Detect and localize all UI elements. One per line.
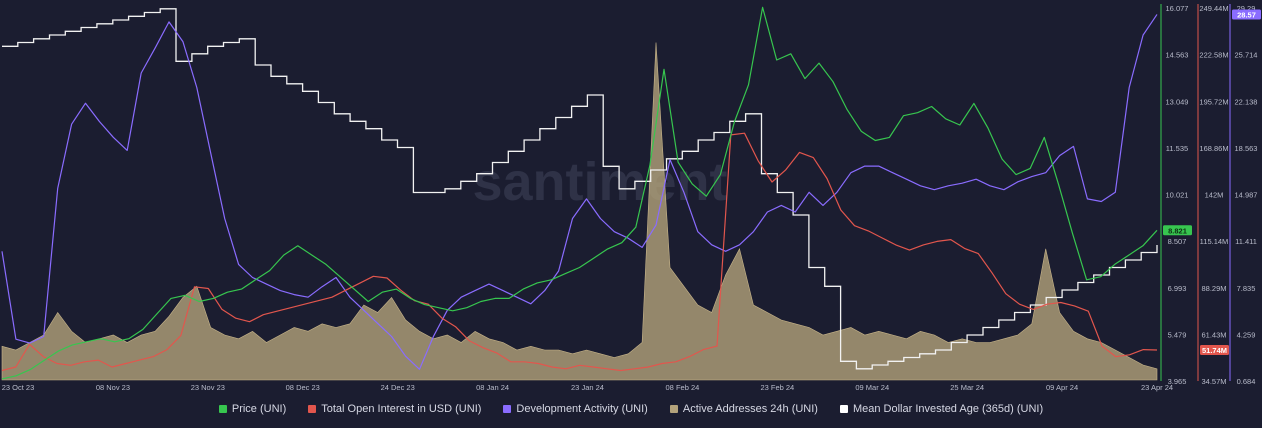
dev-activity-axis-tick-label: 29.29: [1237, 4, 1256, 13]
price-axis-tick-label: 14.563: [1166, 51, 1189, 60]
price-axis-tick-label: 10.021: [1166, 191, 1189, 200]
x-tick-label: 23 Apr 24: [1141, 383, 1173, 392]
open-interest-axis-tick-label: 195.72M: [1199, 97, 1228, 106]
price-axis-tick-label: 6.993: [1168, 284, 1187, 293]
legend-swatch: [503, 405, 512, 413]
series-line-open-interest: [1, 132, 1158, 372]
price-axis-tick-label: 11.535: [1166, 144, 1188, 153]
series-area-active-addresses: [1, 42, 1158, 381]
price-axis-tick-label: 3.965: [1168, 377, 1187, 386]
dev-activity-axis-tick-label: 18.563: [1235, 144, 1258, 153]
legend-swatch: [308, 405, 317, 413]
x-tick-label: 09 Apr 24: [1046, 383, 1078, 392]
open-interest-axis-tick-label: 61.43M: [1201, 330, 1226, 339]
dev-activity-axis-tick-label: 0.684: [1237, 377, 1256, 386]
legend-label: Active Addresses 24h (UNI): [682, 403, 818, 415]
x-tick-label: 08 Dec 23: [286, 383, 320, 392]
dev-activity-axis-value-badge: [1232, 9, 1261, 20]
open-interest-axis-tick-label: 142M: [1205, 191, 1224, 200]
open-interest-axis-tick-label: 88.29M: [1201, 284, 1226, 293]
chart-legend: Price (UNI) Total Open Interest in USD (U…: [0, 403, 1262, 415]
dev-activity-axis-value-label: 28.57: [1237, 10, 1256, 19]
open-interest-axis-value-badge: [1200, 345, 1229, 356]
series-line-mean-dollar-invested-age: [2, 8, 1158, 370]
dev-activity-axis-tick-label: 25.714: [1235, 51, 1258, 60]
legend-item[interactable]: Mean Dollar Invested Age (365d) (UNI): [839, 403, 1044, 415]
legend-label: Price (UNI): [231, 403, 287, 415]
legend-item[interactable]: Active Addresses 24h (UNI): [669, 403, 818, 415]
dev-activity-axis-tick-label: 7.835: [1237, 284, 1256, 293]
legend-item[interactable]: Price (UNI): [218, 403, 287, 415]
legend-item[interactable]: Development Activity (UNI): [503, 403, 648, 415]
price-axis-tick-label: 8.507: [1168, 237, 1187, 246]
legend-item[interactable]: Total Open Interest in USD (UNI): [308, 403, 481, 415]
dev-activity-axis-tick-label: 14.987: [1235, 191, 1258, 200]
legend-label: Development Activity (UNI): [516, 403, 648, 415]
open-interest-axis-tick-label: 115.14M: [1200, 237, 1229, 246]
price-axis-value-badge: [1163, 225, 1192, 236]
legend-swatch: [669, 405, 678, 413]
legend-swatch: [218, 405, 227, 413]
dev-activity-axis-tick-label: 4.259: [1237, 330, 1256, 339]
open-interest-axis-value-label: 51.74M: [1202, 346, 1227, 355]
x-tick-label: 23 Jan 24: [571, 383, 604, 392]
legend-swatch: [839, 405, 848, 413]
x-tick-label: 09 Mar 24: [855, 383, 889, 392]
price-axis-tick-label: 16.077: [1166, 4, 1189, 13]
watermark: santiment: [472, 152, 727, 212]
open-interest-axis-tick-label: 249.44M: [1199, 4, 1228, 13]
open-interest-axis-tick-label: 34.57M: [1201, 377, 1226, 386]
series-line-development-activity: [1, 14, 1158, 370]
dev-activity-axis-tick-label: 11.411: [1235, 237, 1257, 246]
x-tick-label: 25 Mar 24: [950, 383, 984, 392]
price-axis-value-label: 8.821: [1168, 226, 1187, 235]
x-tick-label: 24 Dec 23: [381, 383, 415, 392]
series-line-price: [1, 6, 1158, 380]
x-tick-label: 23 Nov 23: [191, 383, 225, 392]
dev-activity-axis-tick-label: 22.138: [1235, 97, 1258, 106]
x-tick-label: 08 Nov 23: [96, 383, 130, 392]
price-axis-tick-label: 13.049: [1166, 97, 1189, 106]
x-tick-label: 23 Oct 23: [2, 383, 35, 392]
x-tick-label: 08 Jan 24: [476, 383, 509, 392]
price-axis-tick-label: 5.479: [1168, 330, 1187, 339]
legend-label: Total Open Interest in USD (UNI): [321, 403, 482, 415]
x-tick-label: 23 Feb 24: [760, 383, 794, 392]
open-interest-axis-tick-label: 168.86M: [1199, 144, 1228, 153]
open-interest-axis-tick-label: 222.58M: [1199, 51, 1228, 60]
x-tick-label: 08 Feb 24: [666, 383, 700, 392]
legend-label: Mean Dollar Invested Age (365d) (UNI): [852, 403, 1044, 415]
